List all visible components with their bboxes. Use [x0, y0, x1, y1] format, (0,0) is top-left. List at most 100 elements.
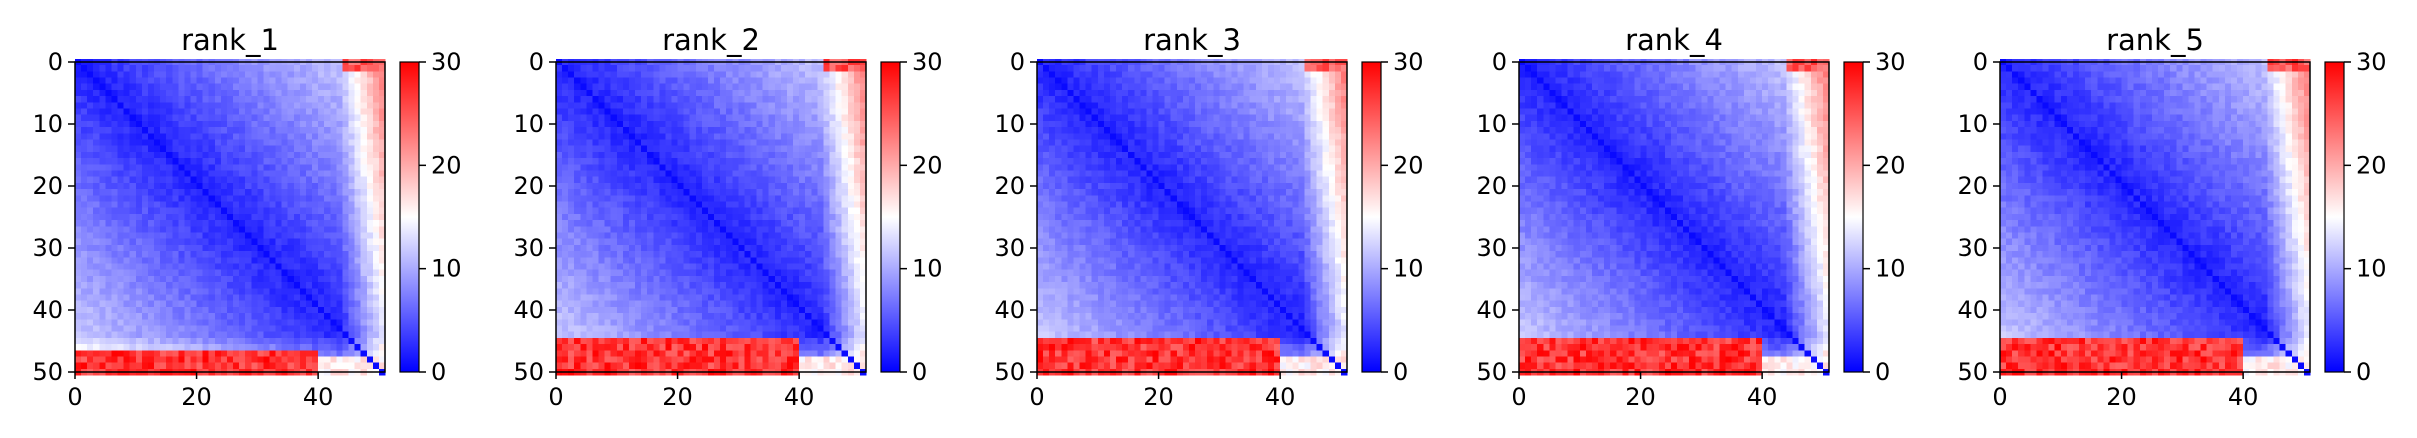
- heatmap-cell: [598, 89, 606, 97]
- heatmap-cell: [81, 195, 88, 202]
- heatmap-cell: [348, 182, 356, 190]
- heatmap-cell: [841, 325, 849, 333]
- heatmap-cell: [665, 213, 672, 221]
- heatmap-cell: [580, 220, 587, 227]
- heatmap-cell: [556, 207, 563, 215]
- heatmap-cell: [701, 337, 709, 345]
- heatmap-cell: [123, 108, 131, 116]
- heatmap-cell: [93, 275, 100, 283]
- heatmap-cell: [720, 275, 727, 283]
- heatmap-cell: [324, 102, 331, 109]
- heatmap-cell: [172, 220, 179, 227]
- heatmap-cell: [93, 362, 100, 370]
- heatmap-cell: [178, 120, 185, 128]
- heatmap-cell: [556, 331, 563, 339]
- heatmap-cell: [568, 288, 575, 295]
- heatmap-cell: [714, 306, 721, 314]
- heatmap-cell: [293, 356, 301, 364]
- heatmap-cell: [580, 294, 587, 302]
- heatmap-cell: [81, 114, 88, 122]
- heatmap-cell: [701, 238, 709, 246]
- heatmap-cell: [768, 220, 776, 227]
- heatmap-cell: [245, 201, 252, 209]
- heatmap-cell: [178, 176, 185, 184]
- heatmap-cell: [677, 158, 685, 165]
- heatmap-cell: [81, 244, 88, 252]
- heatmap-cell: [786, 89, 794, 97]
- heatmap-cell: [744, 201, 751, 209]
- heatmap-cell: [305, 226, 313, 233]
- heatmap-cell: [610, 195, 618, 202]
- heatmap-cell: [817, 319, 824, 326]
- heatmap-cell: [378, 189, 386, 196]
- heatmap-cell: [859, 269, 867, 277]
- heatmap-cell: [123, 226, 131, 233]
- heatmap-cell: [616, 201, 624, 209]
- heatmap-cell: [214, 170, 222, 178]
- heatmap-cell: [129, 139, 137, 147]
- heatmap-cell: [257, 319, 264, 326]
- heatmap-cell: [245, 83, 252, 91]
- heatmap-cell: [689, 238, 697, 246]
- heatmap-cell: [312, 71, 319, 78]
- heatmap-cell: [580, 145, 587, 153]
- heatmap-cell: [360, 306, 368, 314]
- heatmap-cell: [695, 96, 703, 103]
- heatmap-cell: [586, 151, 593, 159]
- heatmap-cell: [293, 306, 301, 314]
- heatmap-cell: [293, 114, 301, 122]
- heatmap-cell: [701, 319, 709, 326]
- heatmap-cell: [762, 139, 770, 147]
- heatmap-cell: [720, 189, 727, 196]
- heatmap-cell: [123, 269, 131, 277]
- heatmap-cell: [610, 201, 618, 209]
- heatmap-cell: [714, 257, 721, 264]
- heatmap-cell: [172, 257, 179, 264]
- heatmap-cell: [318, 189, 325, 196]
- heatmap-cell: [805, 189, 812, 196]
- heatmap-cell: [805, 257, 812, 264]
- heatmap-cell: [305, 257, 313, 264]
- heatmap-cell: [208, 344, 216, 351]
- heatmap-cell: [336, 288, 343, 295]
- heatmap-cell: [269, 170, 276, 178]
- heatmap-cell: [372, 65, 380, 72]
- heatmap-cell: [263, 288, 270, 295]
- heatmap-cell: [129, 83, 137, 91]
- heatmap-cell: [853, 331, 861, 339]
- heatmap-cell: [647, 139, 654, 147]
- heatmap-cell: [817, 232, 824, 240]
- heatmap-cell: [568, 226, 575, 233]
- heatmap-cell: [738, 108, 745, 116]
- heatmap-cell: [786, 133, 794, 140]
- heatmap-cell: [312, 145, 319, 153]
- heatmap-cell: [342, 89, 349, 97]
- heatmap-cell: [312, 133, 319, 140]
- heatmap-cell: [762, 102, 770, 109]
- heatmap-cell: [799, 201, 806, 209]
- heatmap-cell: [835, 158, 843, 165]
- heatmap-cell: [318, 201, 325, 209]
- heatmap-cell: [635, 244, 642, 252]
- heatmap-cell: [817, 145, 824, 153]
- heatmap-cell: [239, 306, 246, 314]
- heatmap-cell: [160, 244, 167, 252]
- heatmap-cell: [208, 362, 216, 370]
- heatmap-cell: [628, 102, 636, 109]
- heatmap-cell: [318, 164, 325, 171]
- heatmap-cell: [208, 207, 216, 215]
- heatmap-cell: [817, 89, 824, 97]
- heatmap-cell: [568, 269, 575, 277]
- heatmap-cell: [160, 164, 167, 171]
- heatmap-cell: [99, 127, 106, 134]
- heatmap-cell: [75, 232, 82, 240]
- heatmap-cell: [299, 65, 307, 72]
- heatmap-cell: [287, 207, 295, 215]
- heatmap-cell: [99, 133, 106, 140]
- heatmap-cell: [239, 65, 246, 72]
- heatmap-cell: [738, 127, 745, 134]
- heatmap-cell: [245, 114, 252, 122]
- heatmap-cell: [774, 127, 782, 134]
- heatmap-cell: [299, 263, 307, 271]
- heatmap-cell: [190, 337, 197, 345]
